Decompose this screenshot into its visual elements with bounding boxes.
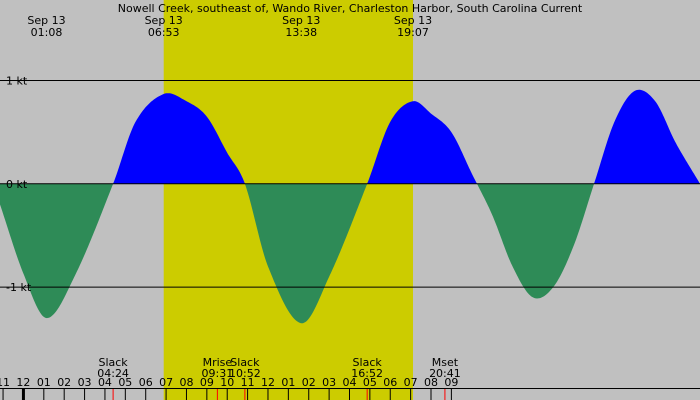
- event-time: 10:52: [229, 367, 261, 380]
- extremum-time: 01:08: [31, 26, 63, 39]
- x-tick-label: 05: [118, 376, 132, 389]
- extremum-time: 13:38: [285, 26, 317, 39]
- y-tick-label: 0 kt: [6, 178, 28, 191]
- x-tick-label: 01: [281, 376, 295, 389]
- extremum-time: 06:53: [148, 26, 180, 39]
- x-tick-label: 12: [261, 376, 275, 389]
- x-tick-label: 03: [78, 376, 92, 389]
- y-tick-label: 1 kt: [6, 75, 28, 88]
- x-tick-label: 10: [220, 376, 234, 389]
- x-tick-label: 06: [383, 376, 397, 389]
- y-gridlines: [0, 80, 700, 288]
- x-tick-label: 02: [57, 376, 71, 389]
- event-time: 09:31: [202, 367, 234, 380]
- event-label: Slack: [230, 356, 260, 369]
- extremum-date: Sep 13: [145, 14, 183, 27]
- extremum-date: Sep 13: [282, 14, 320, 27]
- event-labels: Slack04:24Mrise09:31Slack10:52Slack16:52…: [97, 356, 461, 400]
- y-axis-labels: 1 kt 0 kt -1 kt: [6, 75, 32, 295]
- x-tick-label: 09: [444, 376, 458, 389]
- event-label: Mset: [432, 356, 459, 369]
- x-tick-label: 12: [16, 376, 30, 389]
- event-label: Mrise: [203, 356, 233, 369]
- ebb-area: [0, 183, 700, 324]
- x-tick-label: 01: [37, 376, 51, 389]
- current-curve: [0, 89, 700, 324]
- extremum-date: Sep 13: [394, 14, 432, 27]
- x-tick-label: 09: [200, 376, 214, 389]
- event-time: 20:41: [429, 367, 461, 380]
- x-tick-label: 02: [302, 376, 316, 389]
- x-tick-label: 08: [179, 376, 193, 389]
- x-tick-label: 11: [241, 376, 255, 389]
- event-label: Slack: [98, 356, 128, 369]
- x-tick-label: 08: [424, 376, 438, 389]
- chart-title: Nowell Creek, southeast of, Wando River,…: [118, 2, 583, 15]
- x-tick-label: 06: [139, 376, 153, 389]
- x-tick-label: 07: [159, 376, 173, 389]
- x-tick-label: 04: [342, 376, 356, 389]
- extremum-date: Sep 13: [27, 14, 65, 27]
- x-axis: 11 12 01 02 03 04 05 06 07 08 09 10 11 12 01 02 03 04 05 06…: [0, 376, 700, 400]
- event-time: 04:24: [97, 367, 129, 380]
- event-time: 16:52: [351, 367, 383, 380]
- flood-area: [0, 89, 700, 184]
- x-tick-label: 03: [322, 376, 336, 389]
- x-tick-label: 05: [363, 376, 377, 389]
- extremum-time: 19:07: [397, 26, 429, 39]
- event-label: Slack: [353, 356, 383, 369]
- x-tick-label: 07: [404, 376, 418, 389]
- y-tick-label: -1 kt: [6, 281, 32, 294]
- x-tick-label: 11: [0, 376, 10, 389]
- x-tick-label: 04: [98, 376, 112, 389]
